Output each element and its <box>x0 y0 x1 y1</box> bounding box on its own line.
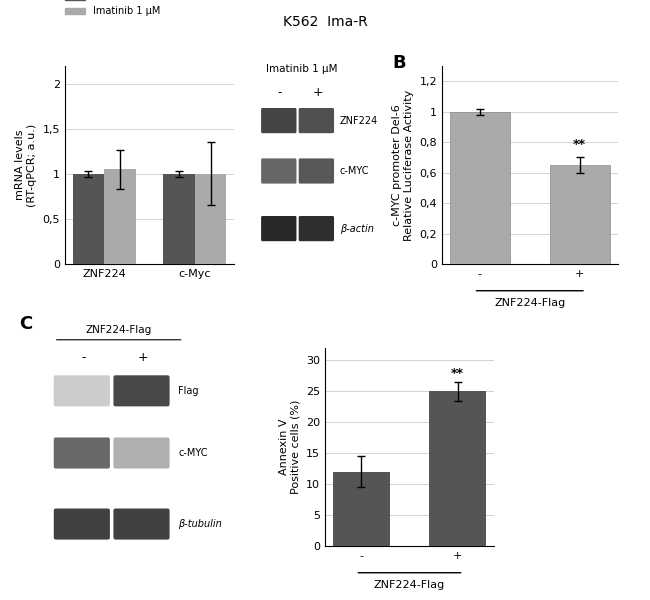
Text: ZNF224-Flag: ZNF224-Flag <box>86 325 152 335</box>
Y-axis label: c-MYC promoter Del-6
Relative Luciferase Activity: c-MYC promoter Del-6 Relative Luciferase… <box>393 89 414 241</box>
Text: β-tubulin: β-tubulin <box>178 519 222 529</box>
Text: **: ** <box>451 367 464 380</box>
FancyBboxPatch shape <box>299 216 334 241</box>
Text: C: C <box>20 315 32 333</box>
FancyBboxPatch shape <box>54 437 110 469</box>
FancyBboxPatch shape <box>299 108 334 133</box>
Bar <box>163 174 195 264</box>
Text: ZNF224-Flag: ZNF224-Flag <box>494 298 566 308</box>
FancyBboxPatch shape <box>261 216 296 241</box>
FancyBboxPatch shape <box>261 158 296 184</box>
Text: c-MYC: c-MYC <box>178 448 208 458</box>
Text: ZNF224: ZNF224 <box>339 116 378 125</box>
Bar <box>73 174 104 264</box>
FancyBboxPatch shape <box>114 437 170 469</box>
Text: B: B <box>393 54 406 72</box>
Text: ZNF224-Flag: ZNF224-Flag <box>374 580 445 590</box>
Text: Flag: Flag <box>178 386 199 396</box>
Bar <box>104 169 136 264</box>
FancyBboxPatch shape <box>299 158 334 184</box>
Legend: Control, Imatinib 1 μM: Control, Imatinib 1 μM <box>61 0 164 20</box>
Y-axis label: mRNA levels
(RT-qPCR; a.u.): mRNA levels (RT-qPCR; a.u.) <box>16 124 37 206</box>
Bar <box>450 112 510 264</box>
Bar <box>333 472 390 546</box>
Text: Imatinib 1 μM: Imatinib 1 μM <box>266 64 338 74</box>
Text: **: ** <box>573 138 586 151</box>
FancyBboxPatch shape <box>261 108 296 133</box>
FancyBboxPatch shape <box>54 376 110 406</box>
Text: +: + <box>138 351 149 364</box>
Text: -: - <box>278 86 282 100</box>
Y-axis label: Annexin V
Positive cells (%): Annexin V Positive cells (%) <box>279 400 300 494</box>
Text: c-MYC: c-MYC <box>339 166 369 176</box>
FancyBboxPatch shape <box>54 509 110 539</box>
Bar <box>550 165 610 264</box>
Bar <box>195 174 226 264</box>
FancyBboxPatch shape <box>114 509 170 539</box>
Text: β-actin: β-actin <box>339 224 374 233</box>
Text: A: A <box>18 0 32 1</box>
Text: -: - <box>81 351 86 364</box>
Text: K562  Ima-R: K562 Ima-R <box>283 15 367 29</box>
FancyBboxPatch shape <box>114 376 170 406</box>
Bar <box>429 391 486 546</box>
Text: +: + <box>312 86 323 100</box>
